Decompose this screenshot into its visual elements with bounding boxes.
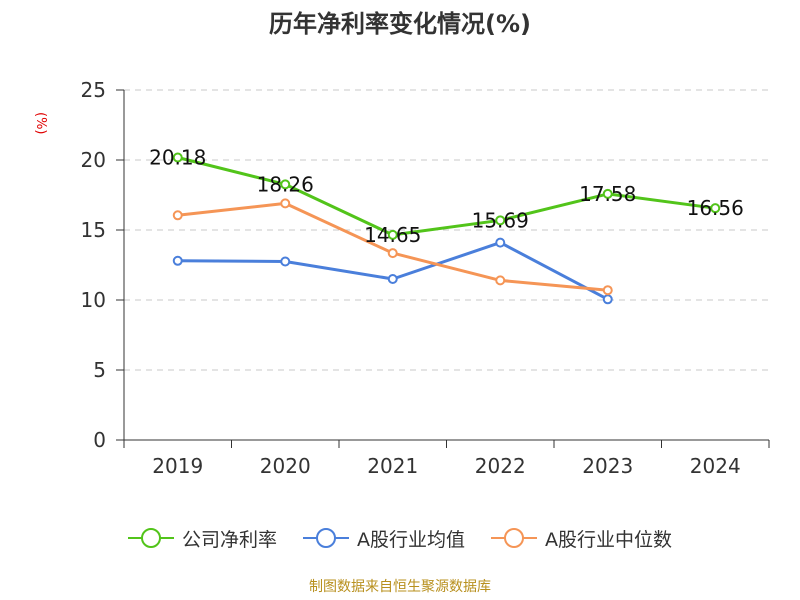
legend-label: A股行业中位数 <box>545 528 672 551</box>
data-point <box>602 188 613 199</box>
x-tick-label: 2019 <box>152 454 203 478</box>
data-point <box>280 256 291 267</box>
y-tick-label: 5 <box>93 358 106 382</box>
data-label: 15.69 <box>472 208 529 232</box>
data-point <box>172 255 183 266</box>
series-line-1 <box>177 156 716 237</box>
source-note: 制图数据来自恒生聚源数据库 <box>309 579 491 595</box>
legend-label: 公司净利率 <box>181 528 277 551</box>
data-point <box>387 274 398 284</box>
legend-item[interactable]: A股行业中位数 <box>491 525 672 552</box>
x-tick-label: 2020 <box>260 454 311 478</box>
data-point <box>387 229 398 240</box>
data-point <box>172 210 183 221</box>
data-point <box>172 152 183 163</box>
legend: 公司净利率 A股行业均值 A股行业中位数 <box>0 520 800 556</box>
data-point <box>495 237 506 248</box>
x-tick-label: 2023 <box>582 454 633 478</box>
y-tick-label: 20 <box>81 148 106 172</box>
legend-line-marker-icon <box>303 528 349 548</box>
data-label: 16.56 <box>687 196 744 220</box>
legend-item[interactable]: A股行业均值 <box>303 525 465 552</box>
data-point <box>280 179 291 190</box>
data-label: 14.65 <box>364 223 421 247</box>
legend-item[interactable]: 公司净利率 <box>127 525 277 552</box>
data-point <box>280 198 291 209</box>
y-tick-label: 25 <box>81 78 106 102</box>
y-tick-label: 10 <box>81 288 106 312</box>
x-tick-label: 2021 <box>367 454 418 478</box>
data-point <box>495 215 506 226</box>
data-label: 18.26 <box>257 172 314 196</box>
legend-line-marker-icon <box>491 528 537 548</box>
y-tick-label: 15 <box>81 218 106 242</box>
data-label: 17.58 <box>579 182 636 206</box>
data-point <box>602 294 613 305</box>
data-point <box>495 275 506 286</box>
chart-title: 历年净利率变化情况(%) <box>269 10 531 38</box>
data-point <box>387 248 398 259</box>
y-tick-label: 0 <box>93 428 106 452</box>
data-point <box>602 285 613 296</box>
data-point <box>710 203 721 214</box>
x-tick-label: 2024 <box>690 454 741 478</box>
x-tick-label: 2022 <box>475 454 526 478</box>
legend-line-marker-icon <box>127 528 174 548</box>
data-label: 20.18 <box>149 145 206 169</box>
legend-label: A股行业均值 <box>357 528 465 551</box>
